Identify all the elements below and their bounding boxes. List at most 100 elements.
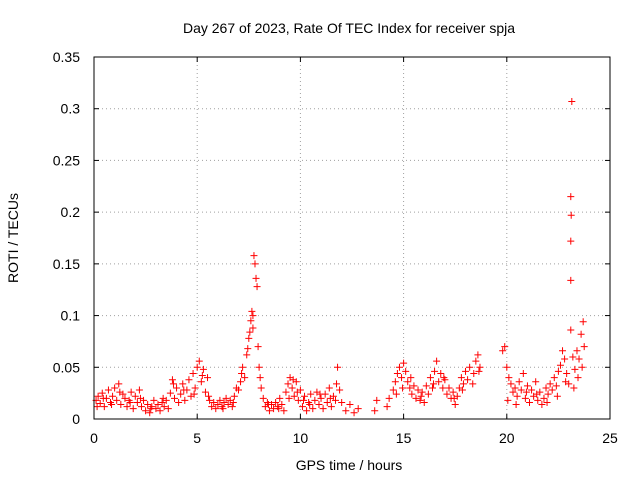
data-point bbox=[424, 390, 432, 398]
data-point bbox=[412, 394, 420, 402]
data-point bbox=[567, 211, 575, 219]
data-point bbox=[289, 376, 297, 384]
y-tick-label: 0.05 bbox=[53, 359, 80, 375]
data-point bbox=[573, 347, 581, 355]
data-point bbox=[472, 357, 480, 365]
data-point bbox=[198, 372, 206, 380]
data-point bbox=[469, 380, 477, 388]
data-point bbox=[354, 405, 362, 413]
data-point bbox=[523, 382, 531, 390]
y-axis-label: ROTI / TECUs bbox=[5, 193, 21, 283]
data-point bbox=[567, 276, 575, 284]
data-point bbox=[400, 359, 408, 367]
data-point bbox=[567, 193, 575, 201]
data-point bbox=[350, 409, 358, 417]
data-point bbox=[158, 398, 166, 406]
data-point bbox=[567, 326, 575, 334]
data-point bbox=[317, 394, 325, 402]
data-point bbox=[222, 394, 230, 402]
data-point bbox=[451, 401, 459, 409]
plot-frame bbox=[93, 56, 611, 420]
data-point bbox=[319, 405, 327, 413]
data-point bbox=[507, 380, 515, 388]
data-point bbox=[443, 390, 451, 398]
data-point bbox=[290, 392, 298, 400]
data-point bbox=[552, 382, 560, 390]
data-point bbox=[568, 97, 576, 105]
chart-title: Day 267 of 2023, Rate Of TEC Index for r… bbox=[183, 20, 515, 36]
data-point bbox=[501, 343, 509, 351]
data-point bbox=[179, 380, 187, 388]
data-point bbox=[459, 380, 467, 388]
data-point bbox=[199, 365, 207, 373]
data-point bbox=[100, 403, 108, 411]
data-point bbox=[383, 403, 391, 411]
data-point bbox=[243, 351, 251, 359]
data-point bbox=[166, 389, 174, 397]
data-point bbox=[230, 392, 238, 400]
data-point bbox=[244, 345, 252, 353]
data-point bbox=[177, 390, 185, 398]
data-point bbox=[201, 388, 209, 396]
data-point bbox=[131, 392, 139, 400]
data-point bbox=[445, 384, 453, 392]
y-tick-label: 0.35 bbox=[53, 49, 80, 65]
data-point bbox=[241, 374, 249, 382]
data-point bbox=[307, 390, 315, 398]
data-point bbox=[250, 252, 258, 260]
data-point bbox=[392, 390, 400, 398]
data-point bbox=[189, 369, 197, 377]
data-point bbox=[420, 398, 428, 406]
data-point bbox=[96, 399, 104, 407]
data-point bbox=[315, 401, 323, 409]
y-tick-label: 0.2 bbox=[61, 204, 81, 220]
data-point bbox=[389, 386, 397, 394]
y-tick-label: 0.1 bbox=[61, 308, 81, 324]
data-point bbox=[144, 401, 152, 409]
data-point bbox=[556, 361, 564, 369]
data-point bbox=[193, 363, 201, 371]
data-point bbox=[563, 369, 571, 377]
data-point bbox=[164, 405, 172, 413]
data-point bbox=[137, 403, 145, 411]
data-point bbox=[499, 347, 507, 355]
data-point bbox=[437, 369, 445, 377]
axis-ticks: 0 5 10 15 20 25 0 0.05 0.1 0.15 0.2 0.25 0.3 0.35 bbox=[53, 49, 618, 446]
x-axis-label: GPS time / hours bbox=[296, 457, 403, 473]
data-point bbox=[393, 369, 401, 377]
data-point bbox=[123, 403, 131, 411]
data-point bbox=[503, 363, 511, 371]
data-point bbox=[431, 367, 439, 375]
data-point bbox=[276, 394, 284, 402]
data-point bbox=[426, 374, 434, 382]
data-point bbox=[224, 401, 232, 409]
data-point bbox=[147, 405, 155, 413]
data-point bbox=[136, 394, 144, 402]
data-point bbox=[534, 396, 542, 404]
data-point bbox=[214, 401, 222, 409]
data-point bbox=[113, 396, 121, 404]
data-point bbox=[254, 343, 262, 351]
data-point bbox=[416, 396, 424, 404]
data-point bbox=[474, 351, 482, 359]
data-point bbox=[142, 407, 150, 415]
data-point bbox=[511, 384, 519, 392]
data-point bbox=[509, 388, 517, 396]
data-point bbox=[301, 392, 309, 400]
data-point bbox=[195, 357, 203, 365]
data-point bbox=[567, 237, 575, 245]
data-point bbox=[278, 401, 286, 409]
data-point bbox=[210, 398, 218, 406]
data-point bbox=[190, 390, 198, 398]
data-point bbox=[571, 365, 579, 373]
data-point bbox=[257, 384, 265, 392]
data-point bbox=[156, 407, 164, 415]
x-tick-label: 20 bbox=[499, 430, 515, 446]
data-point bbox=[385, 394, 393, 402]
data-point bbox=[569, 353, 577, 361]
data-point bbox=[265, 407, 273, 415]
data-point bbox=[94, 392, 102, 400]
data-point bbox=[246, 328, 254, 336]
data-point bbox=[346, 401, 354, 409]
